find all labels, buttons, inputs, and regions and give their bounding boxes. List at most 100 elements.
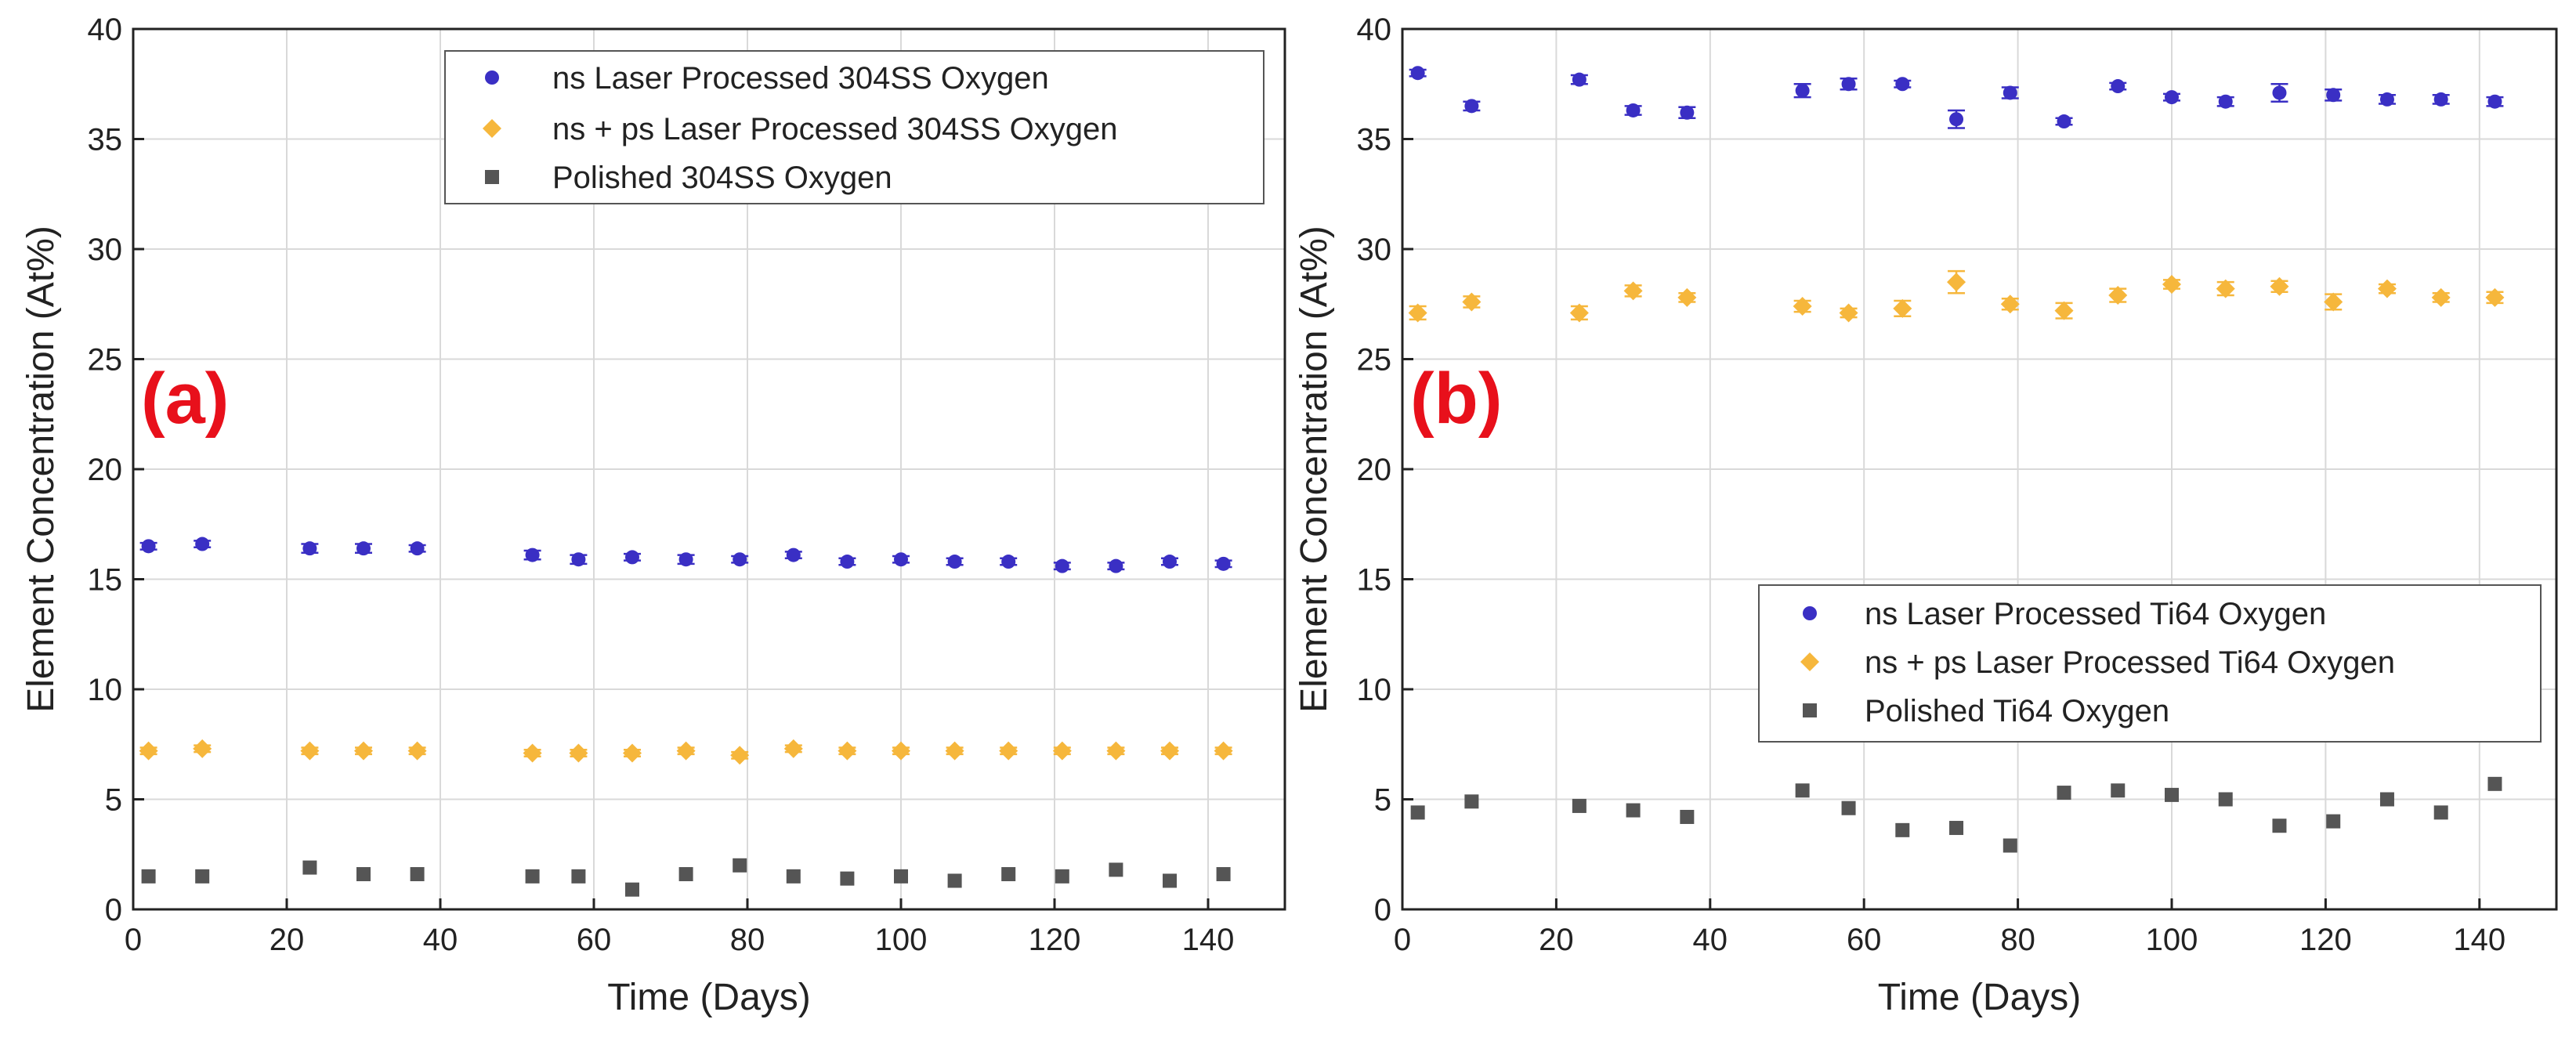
data-point [571,869,586,884]
x-tick-label: 40 [1693,923,1728,957]
data-point [195,537,210,551]
y-tick-label: 10 [1357,673,1392,707]
y-tick-label: 0 [1374,893,1391,927]
data-point [1793,297,1812,316]
data-point [1109,862,1123,877]
legend-entry: ns Laser Processed Ti64 Oxygen [1865,597,2326,631]
data-point [2272,85,2287,100]
data-point [2108,286,2128,305]
data-point [1408,303,1427,323]
gridlines [1402,28,2556,910]
legend-entry: Polished 304SS Oxygen [552,161,892,195]
y-tick-label: 40 [88,13,123,47]
data-point [2326,88,2341,103]
data-point [1895,77,1910,92]
data-point [1572,72,1586,87]
y-tick-label: 5 [1374,783,1391,818]
data-point [141,539,156,554]
data-point [2431,287,2451,307]
data-point [569,743,588,763]
legend-box [444,50,1264,204]
y-tick-label: 30 [88,233,123,267]
series-circle [1409,66,2504,129]
data-point [407,741,427,761]
panel-label: (a) [141,359,229,439]
data-point [2487,776,2502,791]
y-tick-label: 30 [1357,233,1392,267]
data-point [1410,805,1425,820]
x-tick-label: 60 [1847,923,1882,957]
data-point [2165,90,2179,105]
y-tick-label: 35 [88,123,123,157]
data-point [1001,867,1016,882]
panel-label: (b) [1410,359,1502,439]
data-point [1052,741,1072,761]
legend-marker [1803,703,1817,717]
data-point [1895,822,1910,837]
data-point [1572,798,1586,813]
data-point [838,741,857,761]
x-tick-label: 140 [1182,923,1235,957]
data-point [302,860,317,875]
x-tick-label: 100 [2146,923,2198,957]
legend-marker [1803,606,1817,620]
data-point [523,743,542,763]
data-point [2433,92,2448,107]
data-point [356,541,371,556]
data-point [302,541,317,556]
data-point [1839,303,1858,323]
series-square [1410,776,2502,853]
data-point [139,741,158,761]
y-axis: 0 5 10 15 20 25 30 35 40 [88,13,144,927]
data-point [1216,556,1231,571]
y-tick-label: 20 [88,453,123,487]
panel-a: 0 20 40 60 80 100 120 140 0 5 10 15 20 25 30 35 40 Time (… [20,13,1286,1018]
data-point [141,869,156,884]
data-point [1949,821,1964,836]
data-point [947,555,962,569]
y-tick-label: 10 [88,673,123,707]
data-point [2218,792,2233,807]
data-point [2057,786,2071,800]
data-point [1947,273,1966,292]
data-point [1569,303,1589,323]
x-tick-label: 0 [1394,923,1411,957]
data-point [2326,814,2341,829]
x-tick-label: 120 [1029,923,1081,957]
series-diamond [139,739,1233,765]
data-point [678,552,693,567]
x-tick-label: 80 [2000,923,2035,957]
data-point [193,739,212,758]
y-tick-label: 5 [105,783,122,818]
legend-marker [485,70,499,85]
y-tick-label: 35 [1357,123,1392,157]
y-axis-title: Element Concentration (At%) [1293,226,1335,713]
data-point [1795,783,1810,798]
data-point [2218,94,2233,109]
data-point [300,741,320,761]
data-point [1462,292,1482,312]
data-point [1626,103,1641,117]
data-point [786,547,801,562]
y-axis: 0 5 10 15 20 25 30 35 40 [1357,13,1413,927]
x-tick-label: 20 [270,923,305,957]
x-tick-label: 80 [730,923,765,957]
data-point [525,547,540,562]
series-circle [139,537,1232,573]
data-point [2003,838,2017,853]
legend-entry: Polished Ti64 Oxygen [1865,694,2169,728]
data-point [1055,869,1069,884]
data-point [623,743,642,763]
legend-entry: ns Laser Processed 304SS Oxygen [552,61,1049,96]
data-point [1109,558,1123,573]
data-point [2377,279,2397,298]
data-point [733,858,747,873]
data-point [195,869,210,884]
y-tick-label: 20 [1357,453,1392,487]
data-point [1677,287,1697,307]
data-point [1680,809,1695,824]
data-point [2057,114,2071,129]
data-point [2270,276,2289,296]
data-point [1214,741,1233,761]
data-point [571,552,586,567]
